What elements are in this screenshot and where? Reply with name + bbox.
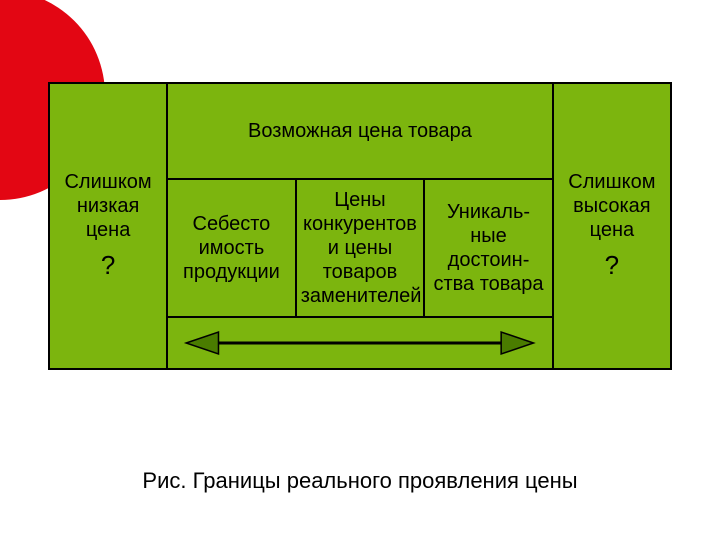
too-high-l1: Слишком: [568, 171, 655, 193]
too-high-l2: высокая: [573, 195, 651, 217]
cell-unique: Уникаль-ные достоин-ства товара: [424, 179, 553, 317]
cost-label: Себестоимость продукции: [183, 213, 280, 283]
caption-text: Рис. Границы реального проявления цены: [142, 468, 577, 493]
too-low-mark: ?: [54, 250, 162, 281]
too-high-mark: ?: [558, 250, 666, 281]
cell-too-low: Слишком низкая цена ?: [49, 83, 167, 369]
price-table: Слишком низкая цена ? Возможная цена тов…: [48, 82, 672, 370]
too-low-l1: Слишком: [64, 171, 151, 193]
double-arrow-icon: [168, 318, 552, 368]
figure-caption: Рис. Границы реального проявления цены: [0, 468, 720, 494]
cell-cost: Себестоимость продукции: [167, 179, 296, 317]
too-low-l3: цена: [86, 219, 131, 241]
price-diagram: Слишком низкая цена ? Возможная цена тов…: [48, 82, 672, 370]
cell-competitors: Цены конкурентов и цены товаров замените…: [296, 179, 425, 317]
unique-label: Уникаль-ные достоин-ства товара: [433, 201, 543, 295]
too-high-l3: цена: [590, 219, 635, 241]
too-low-l2: низкая: [77, 195, 140, 217]
possible-price-label: Возможная цена товара: [248, 120, 472, 142]
slide: Слишком низкая цена ? Возможная цена тов…: [0, 0, 720, 540]
cell-possible-price: Возможная цена товара: [167, 83, 553, 179]
competitors-label: Цены конкурентов и цены товаров замените…: [301, 189, 422, 307]
cell-too-high: Слишком высокая цена ?: [553, 83, 671, 369]
cell-arrow: [167, 317, 553, 369]
